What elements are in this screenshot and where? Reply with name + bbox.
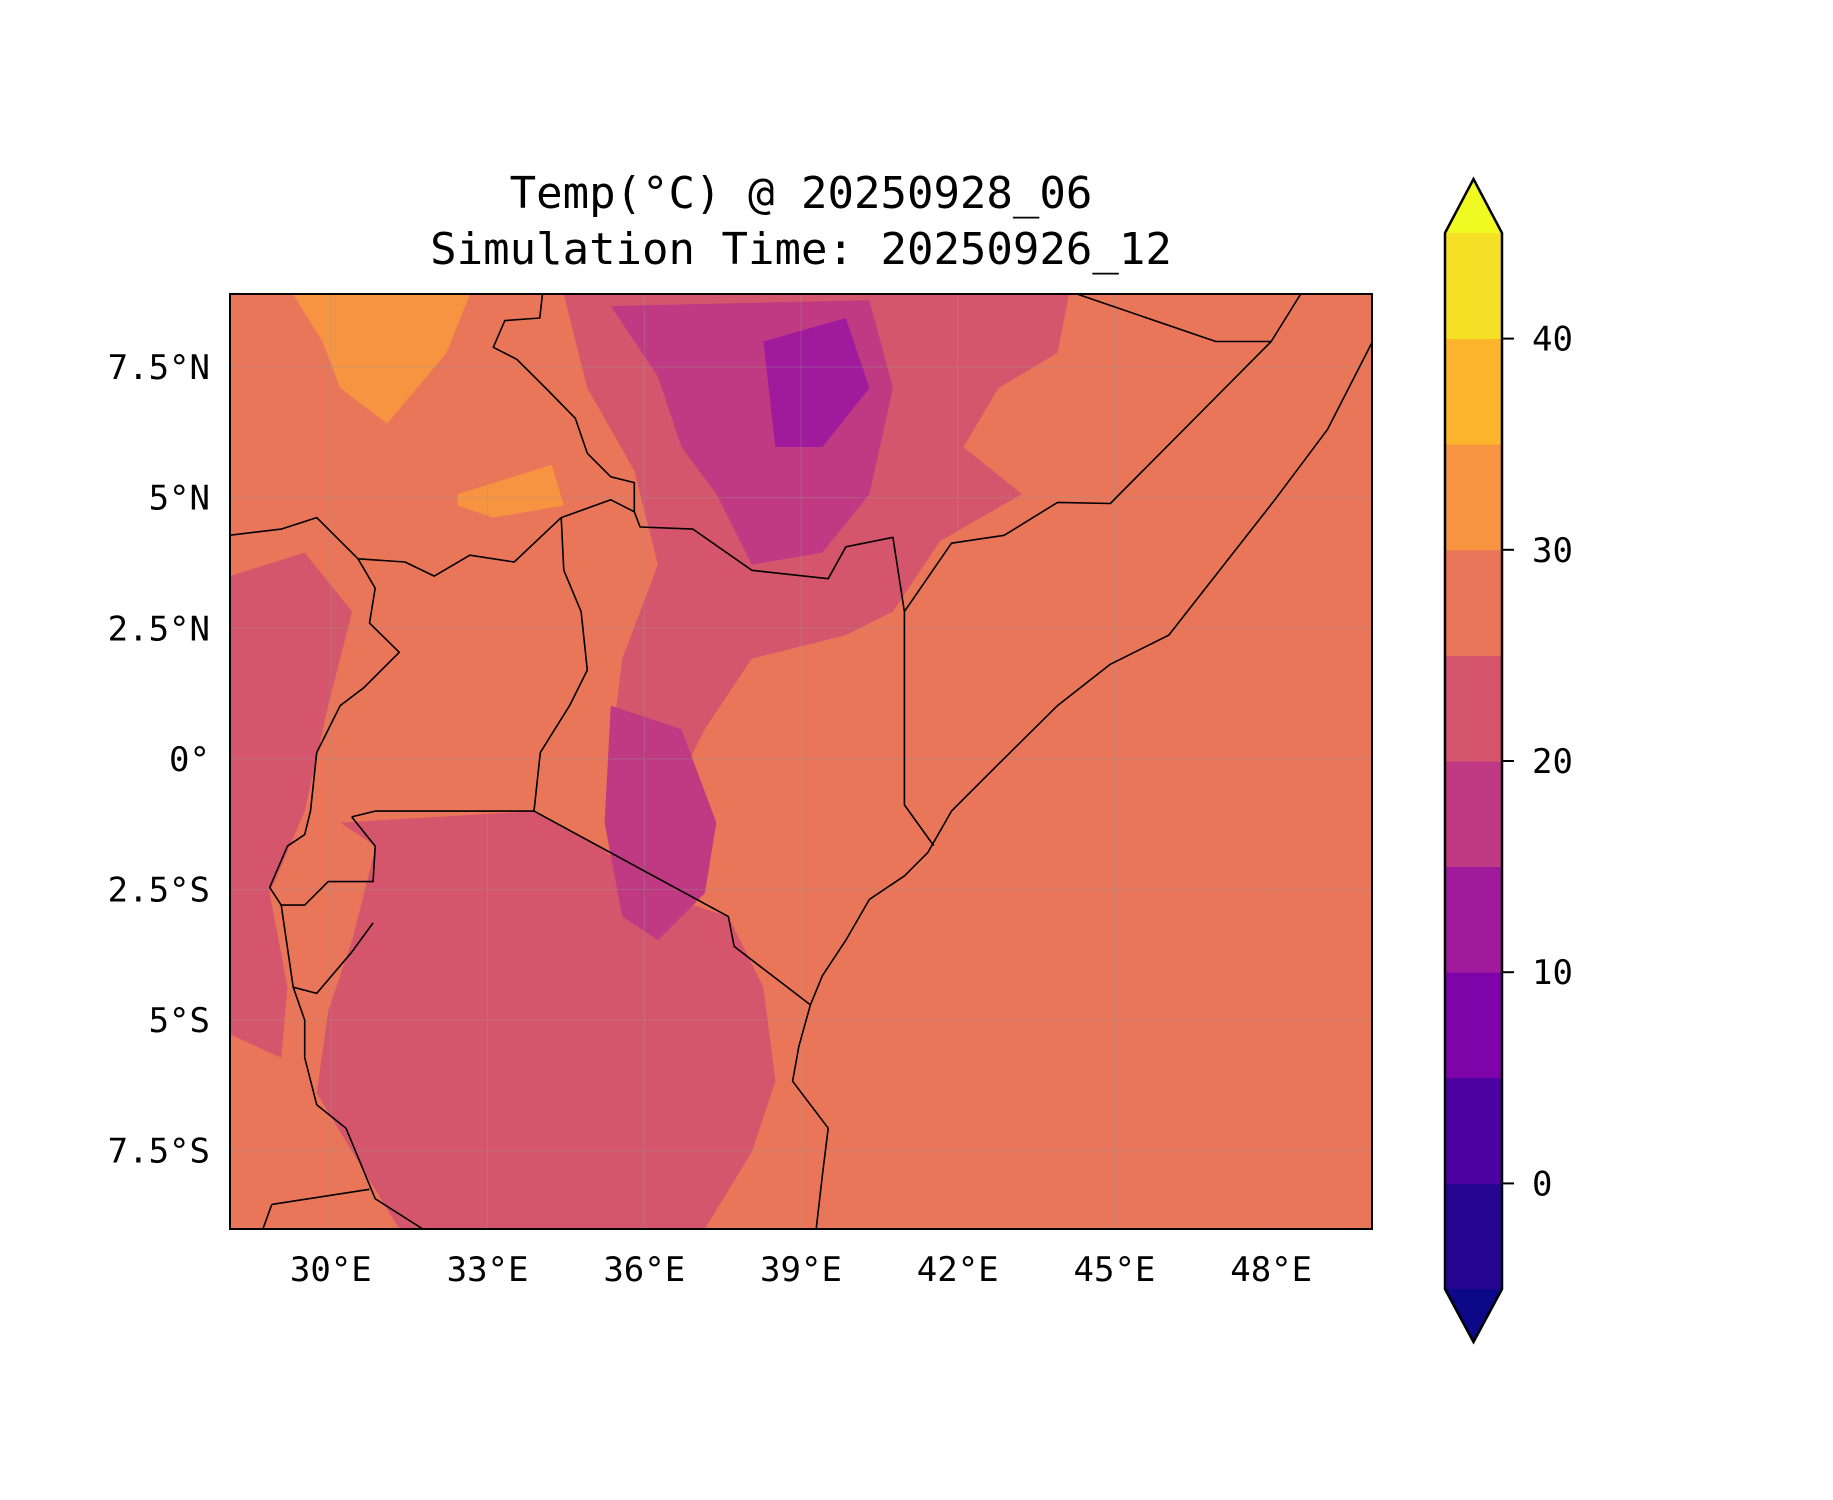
y-tick-label: 5°S — [149, 1001, 210, 1041]
colorbar-tick-label: 0 — [1532, 1164, 1552, 1204]
contour-region — [457, 464, 564, 518]
y-tick-label: 7.5°N — [108, 348, 210, 388]
colorbar-extend-max — [1445, 179, 1502, 233]
contour-region — [604, 705, 717, 941]
x-tick-label: 42°E — [917, 1250, 999, 1290]
colorbar-band — [1445, 655, 1502, 762]
map-layer — [230, 294, 1372, 1229]
border-line — [903, 611, 935, 847]
colorbar-band — [1445, 866, 1502, 973]
x-tick-label: 36°E — [603, 1250, 685, 1290]
border-line — [271, 1188, 370, 1206]
colorbar-tick-label: 20 — [1532, 742, 1573, 782]
border-line — [492, 294, 636, 512]
colorbar-band — [1445, 1077, 1502, 1184]
colorbar-extend-min — [1445, 1289, 1502, 1342]
chart-subtitle: Simulation Time: 20250926_12 — [430, 224, 1172, 275]
x-tick-label: 39°E — [760, 1250, 842, 1290]
border-line — [791, 341, 1372, 1229]
contour-region — [293, 294, 470, 424]
x-tick-label: 30°E — [290, 1250, 372, 1290]
border-line — [533, 517, 589, 812]
y-tick-label: 2.5°S — [108, 870, 210, 910]
colorbar-tick-label: 40 — [1532, 320, 1573, 360]
border-line — [351, 810, 534, 818]
y-tick-label: 2.5°N — [108, 609, 210, 649]
colorbar-band — [1445, 549, 1502, 656]
x-tick-label: 48°E — [1230, 1250, 1312, 1290]
chart-title: Temp(°C) @ 20250928_06 — [509, 168, 1093, 219]
border-line — [292, 986, 424, 1229]
border-line — [268, 558, 401, 906]
y-tick-label: 7.5°S — [108, 1132, 210, 1172]
colorbar-band — [1445, 444, 1502, 551]
colorbar-band — [1445, 338, 1502, 445]
y-tick-label: 5°N — [149, 479, 210, 519]
border-line — [533, 810, 811, 1006]
colorbar-tick-label: 10 — [1532, 953, 1573, 993]
contour-region — [230, 552, 353, 1058]
colorbar-band — [1445, 972, 1502, 1079]
x-tick-label: 45°E — [1074, 1250, 1156, 1290]
border-line — [1078, 294, 1272, 343]
y-tick-label: 0° — [169, 740, 210, 780]
contour-region — [763, 318, 870, 447]
border-line — [230, 498, 906, 612]
colorbar-band — [1445, 233, 1502, 340]
colorbar-band — [1445, 761, 1502, 868]
border-line — [262, 1204, 273, 1229]
colorbar-band — [1445, 1183, 1502, 1290]
axes-frame — [229, 293, 1373, 1230]
border-line — [280, 904, 374, 995]
colorbar-outline — [1443, 176, 1504, 1345]
x-tick-label: 33°E — [447, 1250, 529, 1290]
colorbar-tick-label: 30 — [1532, 531, 1573, 571]
